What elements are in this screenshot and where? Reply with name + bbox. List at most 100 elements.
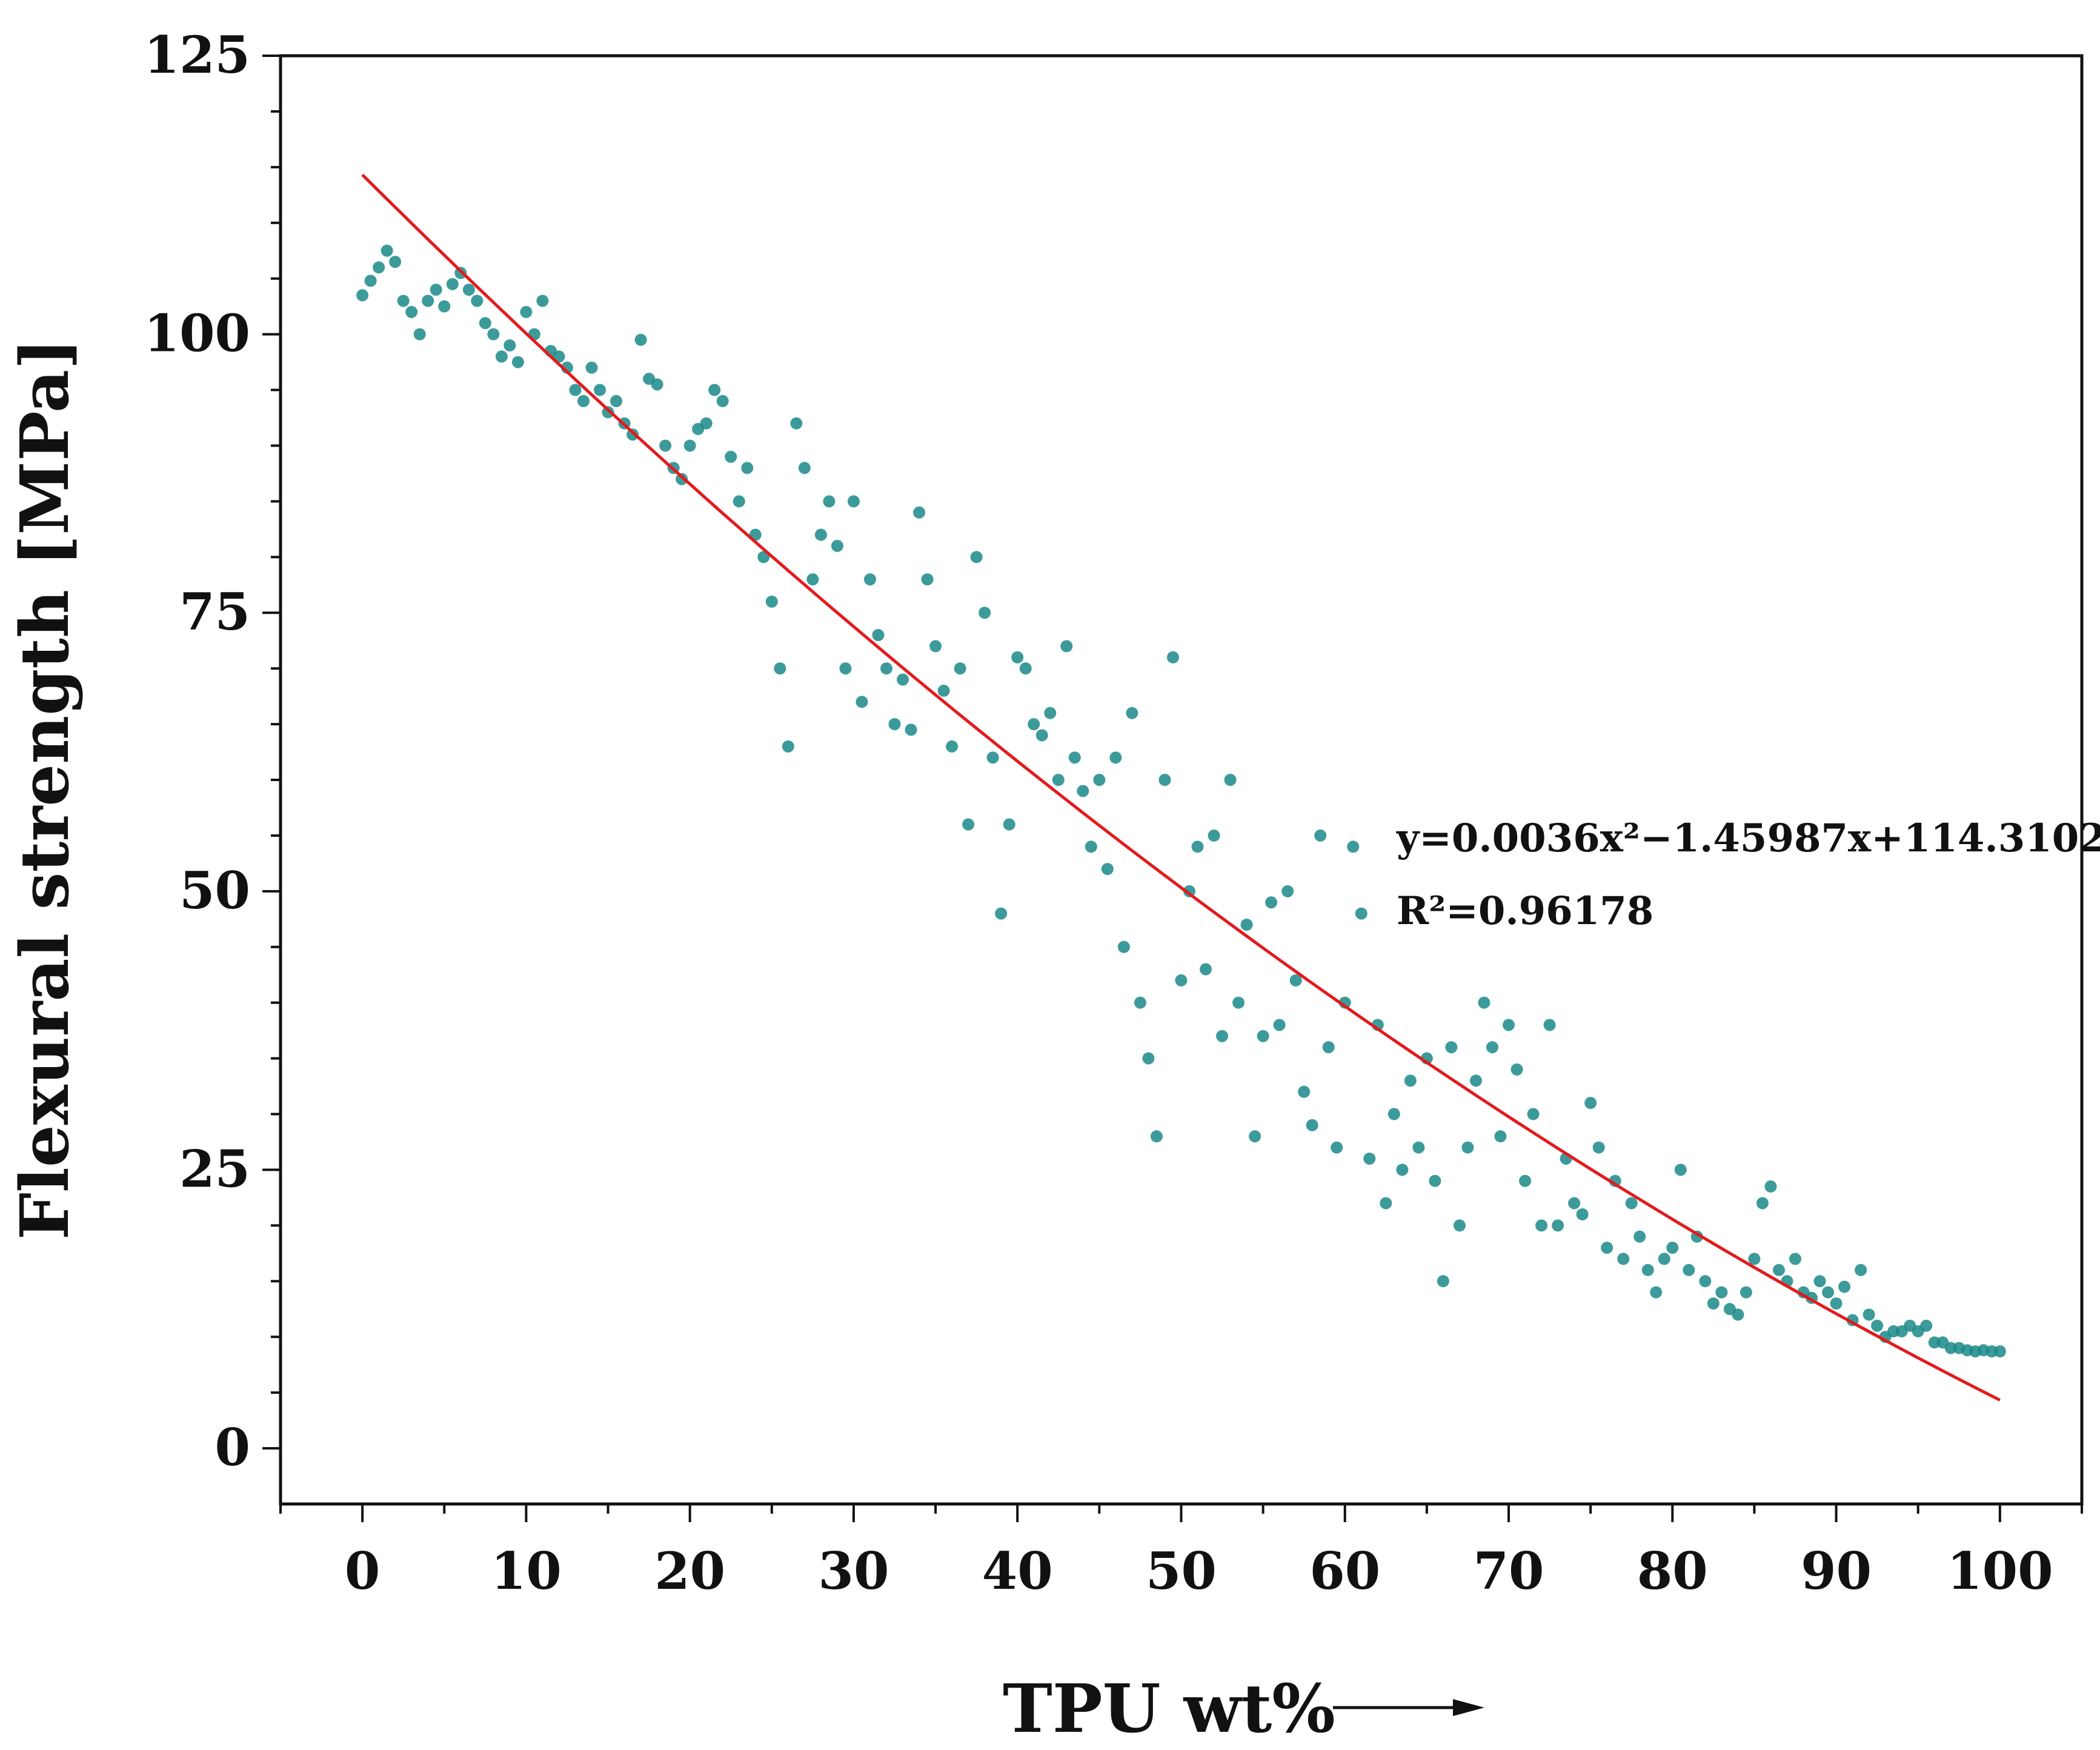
data-point <box>1380 1197 1392 1209</box>
data-point <box>1535 1219 1548 1232</box>
data-point <box>905 724 917 736</box>
data-point <box>651 378 663 391</box>
data-point <box>1347 840 1360 853</box>
data-point <box>1748 1253 1761 1265</box>
data-point <box>610 394 623 407</box>
data-point <box>1576 1208 1589 1220</box>
x-tick-label: 20 <box>654 1541 725 1601</box>
data-point <box>585 361 598 374</box>
data-point <box>1732 1308 1744 1321</box>
data-point <box>1028 718 1040 731</box>
data-point <box>839 662 852 675</box>
data-point <box>1772 1263 1785 1276</box>
data-point <box>577 394 590 407</box>
data-point <box>1756 1197 1769 1209</box>
data-point <box>1764 1180 1777 1193</box>
data-point <box>716 394 729 407</box>
data-point <box>1298 1085 1311 1098</box>
plot-frame <box>279 54 2084 1506</box>
data-point <box>1503 1019 1515 1031</box>
y-tick-label: 100 <box>144 304 250 364</box>
data-point <box>1322 1041 1335 1054</box>
data-point <box>1453 1219 1466 1232</box>
data-point <box>1592 1141 1605 1154</box>
data-point <box>1175 974 1188 986</box>
data-point <box>683 439 696 452</box>
data-point <box>1429 1174 1441 1187</box>
r-squared-value: R²=0.96178 <box>1397 888 1653 934</box>
data-point <box>1216 1030 1229 1042</box>
data-point <box>1789 1253 1802 1265</box>
data-point <box>814 528 827 541</box>
data-point <box>1265 896 1278 909</box>
data-point <box>1109 751 1122 764</box>
data-point <box>1200 963 1212 976</box>
data-point <box>986 751 999 764</box>
x-axis-title: TPU wt% <box>1003 1669 1335 1748</box>
y-tick-label: 50 <box>179 860 250 920</box>
y-tick-label: 125 <box>144 25 250 85</box>
data-point <box>422 294 434 307</box>
data-point <box>1249 1130 1261 1143</box>
data-point <box>1314 829 1327 842</box>
data-point <box>1658 1253 1670 1265</box>
data-point <box>765 595 778 608</box>
data-point <box>1035 729 1048 742</box>
data-point <box>1011 651 1024 664</box>
data-point <box>1240 919 1253 931</box>
data-point <box>1519 1174 1532 1187</box>
data-point <box>782 740 794 753</box>
data-point <box>520 305 533 318</box>
data-point <box>1077 785 1089 797</box>
data-point <box>1281 885 1294 897</box>
data-point <box>741 462 754 474</box>
data-point <box>1044 707 1057 719</box>
data-point <box>569 384 582 396</box>
regression-equation: y=0.0036x²−1.45987x+114.31024 <box>1396 816 2100 861</box>
data-point <box>1208 829 1220 842</box>
data-point <box>430 284 442 296</box>
data-point <box>462 284 475 296</box>
fit-curve <box>361 173 2001 1402</box>
data-point <box>1674 1163 1687 1176</box>
data-point <box>364 274 377 287</box>
data-point <box>602 406 614 419</box>
data-point <box>970 551 983 564</box>
data-point <box>594 384 606 396</box>
data-point <box>1126 707 1138 719</box>
data-point <box>1862 1308 1875 1321</box>
data-point <box>487 328 500 341</box>
data-point <box>1093 774 1106 786</box>
data-point <box>708 384 721 396</box>
data-point <box>373 261 385 274</box>
data-point <box>1101 863 1114 876</box>
data-point <box>1617 1253 1630 1265</box>
data-point <box>1601 1242 1613 1254</box>
data-point <box>380 244 393 257</box>
data-point <box>1871 1319 1884 1332</box>
data-point <box>1715 1286 1728 1299</box>
data-point <box>413 328 426 341</box>
tick-labels: 0 25 50 75 100 125 0 10 20 30 40 50 60 70 80 90 100 <box>144 25 2053 1601</box>
data-point <box>1469 1074 1482 1087</box>
data-point <box>1478 996 1490 1009</box>
data-point <box>937 684 950 697</box>
data-point <box>954 662 966 675</box>
data-point <box>757 551 770 564</box>
data-point <box>1355 907 1367 920</box>
data-point <box>1003 818 1015 831</box>
data-point <box>1813 1275 1826 1288</box>
x-tick-label: 40 <box>982 1541 1053 1601</box>
y-tick-label: 25 <box>179 1139 250 1199</box>
x-tick-label: 70 <box>1474 1541 1544 1601</box>
data-point <box>471 294 483 307</box>
data-point <box>1830 1297 1842 1310</box>
data-point <box>946 740 959 753</box>
y-tick-label: 0 <box>215 1417 250 1477</box>
data-point <box>806 573 819 586</box>
data-point <box>1289 974 1302 986</box>
data-point <box>1060 640 1073 653</box>
data-point <box>1707 1297 1720 1310</box>
data-point <box>1461 1141 1474 1154</box>
data-point <box>1273 1019 1286 1031</box>
